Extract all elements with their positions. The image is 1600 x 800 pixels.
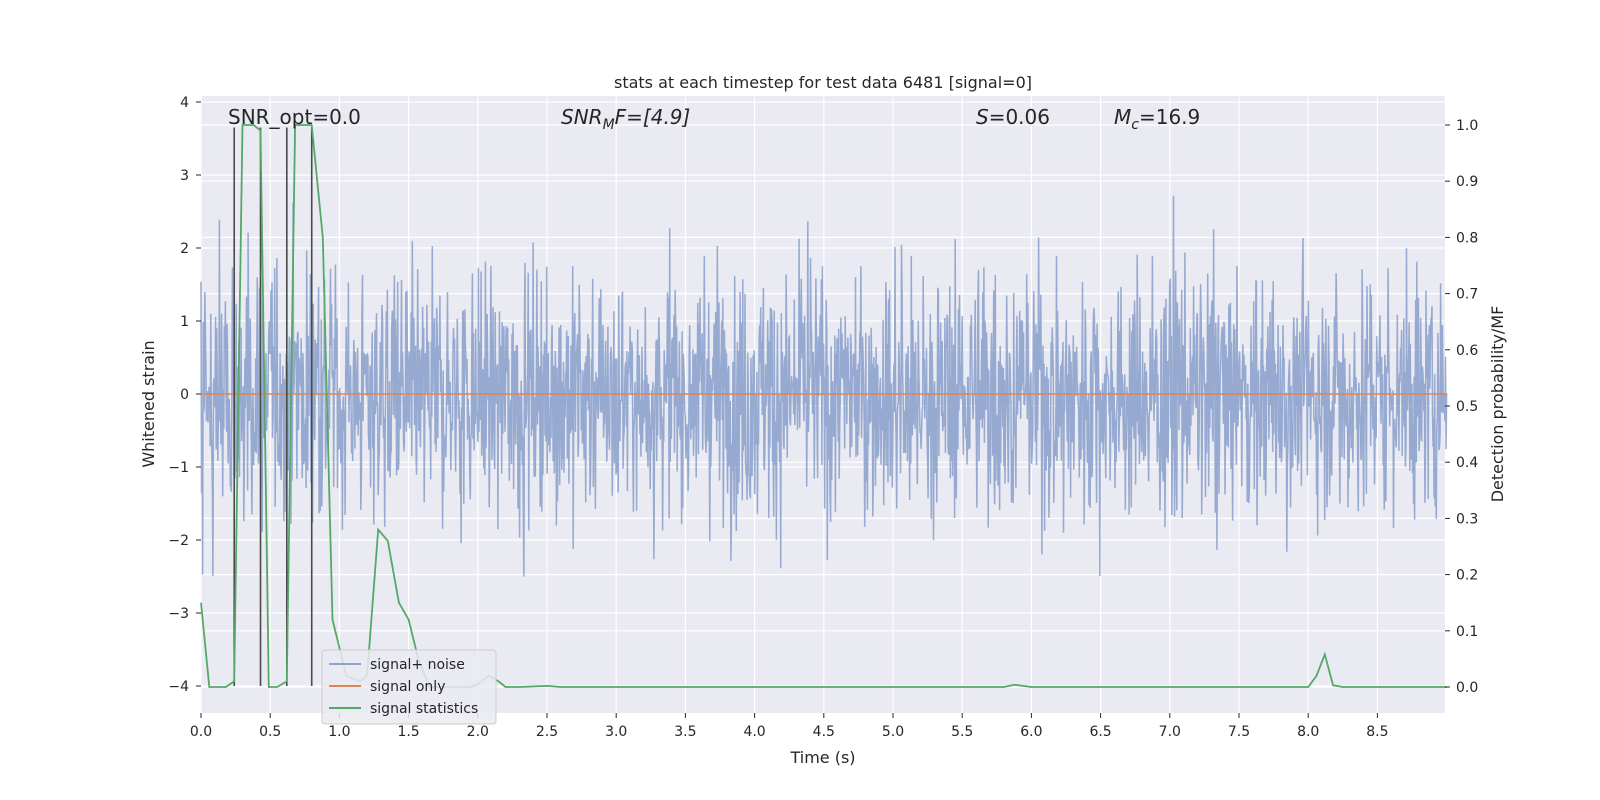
y2-tick-label: 0.4 [1456,455,1478,471]
x-axis-label: Time (s) [789,748,855,767]
x-tick-label: 1.0 [328,724,350,740]
y2-axis-ticks: 1.0 0.9 0.8 0.7 0.6 0.5 0.4 0.3 0.2 0.1 0.0 [1445,118,1478,696]
snr-mf-annotation: SNRMF=[4.9] [561,105,690,133]
legend: signal+ noise signal only signal statist… [321,649,497,725]
x-tick-label: 0.0 [190,724,212,740]
x-tick-label: 2.5 [536,724,558,740]
mc-annotation: Mc=16.9 [1114,105,1200,133]
s-rest: =0.06 [989,105,1050,129]
chart-title: stats at each timestep for test data 648… [614,73,1032,92]
y2-tick-label: 0.8 [1456,230,1478,246]
x-tick-label: 2.0 [467,724,489,740]
y-axis-label: Whitened strain [139,340,158,467]
y-tick-label: −3 [168,606,189,622]
snr-mf-main: SNR [561,105,603,129]
legend-label-signal-only: signal only [370,679,445,695]
x-axis-ticks: 0.0 0.5 1.0 1.5 2.0 2.5 3.0 3.5 4.0 4.5 5.0 5.5 6.0 6… [190,713,1389,740]
snr-opt-annotation: SNR_opt=0.0 [228,105,361,129]
y2-tick-label: 0.9 [1456,174,1478,190]
signal-noise-series [200,195,1448,577]
s-annotation: S=0.06 [976,105,1050,129]
y-tick-label: −1 [168,460,189,476]
event-markers [233,127,313,686]
x-tick-label: 5.0 [882,724,904,740]
legend-label-signal-statistics: signal statistics [370,701,478,717]
y2-tick-label: 0.2 [1456,568,1478,584]
y-tick-label: 0 [180,387,189,403]
x-tick-label: 3.0 [605,724,627,740]
s-main: S [976,105,989,129]
y2-axis-label: Detection probability/MF [1488,306,1507,503]
y2-tick-label: 0.6 [1456,343,1478,359]
x-tick-label: 7.5 [1228,724,1250,740]
legend-label-signal-noise: signal+ noise [370,657,465,673]
y2-tick-label: 0.0 [1456,680,1478,696]
signal-noise-line [200,195,1448,577]
y2-tick-label: 0.5 [1456,399,1478,415]
legend-box [321,649,497,725]
snr-mf-sub: M [603,117,615,133]
x-tick-label: 4.5 [813,724,835,740]
y-tick-label: 2 [180,241,189,257]
x-tick-label: 7.0 [1159,724,1181,740]
x-tick-label: 6.0 [1020,724,1042,740]
y-tick-label: 1 [180,314,189,330]
mc-rest: =16.9 [1139,105,1200,129]
y2-tick-label: 0.7 [1456,287,1478,303]
x-tick-label: 3.5 [674,724,696,740]
y-tick-label: 3 [180,168,189,184]
x-tick-label: 0.5 [259,724,281,740]
snr-mf-rest: F=[4.9] [615,105,691,129]
x-tick-label: 6.5 [1089,724,1111,740]
y-tick-label: −4 [168,679,189,695]
y-axis-ticks: 4 3 2 1 0 −1 −2 −3 −4 [168,95,201,695]
x-tick-label: 5.5 [951,724,973,740]
y2-tick-label: 0.3 [1456,511,1478,527]
y-tick-label: −2 [168,533,189,549]
y2-tick-label: 0.1 [1456,624,1478,640]
mc-sub: c [1131,117,1139,133]
x-tick-label: 8.5 [1366,724,1388,740]
y-tick-label: 4 [180,95,189,111]
y2-tick-label: 1.0 [1456,118,1478,134]
x-tick-label: 8.0 [1297,724,1319,740]
mc-main: M [1114,105,1131,129]
x-tick-label: 1.5 [397,724,419,740]
x-tick-label: 4.0 [743,724,765,740]
